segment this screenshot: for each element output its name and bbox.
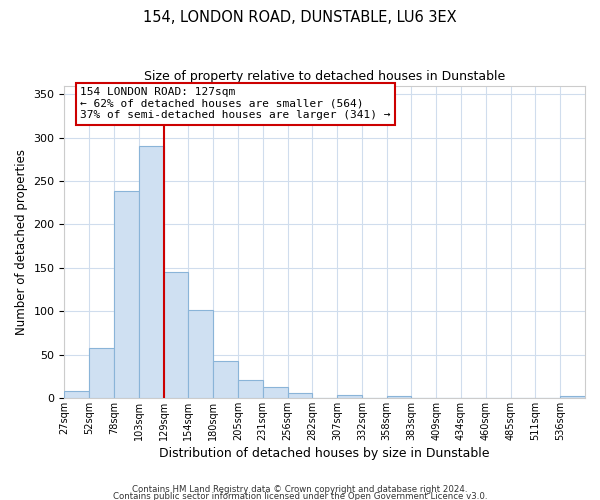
Text: Contains HM Land Registry data © Crown copyright and database right 2024.: Contains HM Land Registry data © Crown c… [132,486,468,494]
Bar [287,392,313,398]
Bar [188,310,213,398]
Bar [238,380,263,398]
Bar [64,391,89,398]
Bar [560,396,585,398]
Text: 154, LONDON ROAD, DUNSTABLE, LU6 3EX: 154, LONDON ROAD, DUNSTABLE, LU6 3EX [143,10,457,25]
Bar [263,388,287,398]
Bar [213,362,238,398]
Bar [337,396,362,398]
Bar [139,146,164,398]
Text: 154 LONDON ROAD: 127sqm
← 62% of detached houses are smaller (564)
37% of semi-d: 154 LONDON ROAD: 127sqm ← 62% of detache… [80,87,391,120]
Text: Contains public sector information licensed under the Open Government Licence v3: Contains public sector information licen… [113,492,487,500]
Bar [89,348,114,398]
Bar [164,272,188,398]
Bar [386,396,412,398]
Title: Size of property relative to detached houses in Dunstable: Size of property relative to detached ho… [144,70,505,83]
Y-axis label: Number of detached properties: Number of detached properties [15,148,28,334]
Bar [114,192,139,398]
X-axis label: Distribution of detached houses by size in Dunstable: Distribution of detached houses by size … [160,447,490,460]
